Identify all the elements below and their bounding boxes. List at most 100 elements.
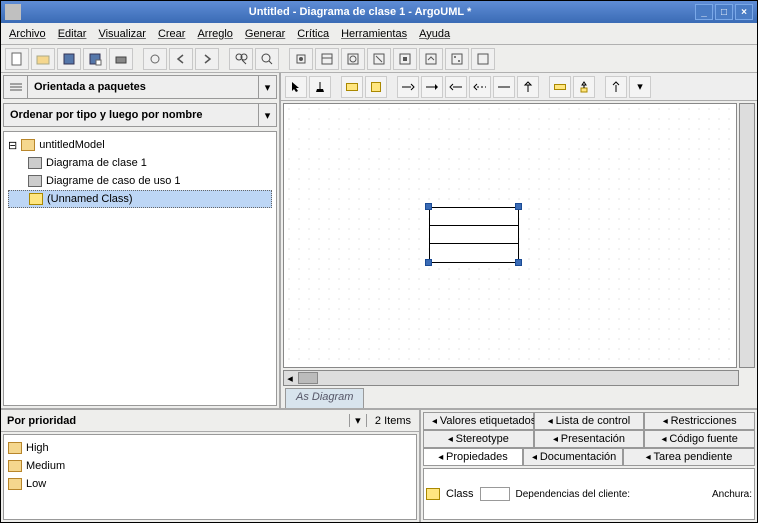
- tab-restricciones[interactable]: ◂ Restricciones: [644, 412, 755, 430]
- assoc5-tool[interactable]: [493, 76, 515, 98]
- resize-handle-sw[interactable]: [425, 259, 432, 266]
- model-tree[interactable]: ⊟ untitledModel Diagrama de clase 1 Diag…: [3, 131, 277, 406]
- menu-critica[interactable]: Crítica: [297, 28, 329, 40]
- diagram-btn-2[interactable]: [315, 48, 339, 70]
- usecase-diagram-icon: [28, 175, 42, 187]
- sort-combo[interactable]: Ordenar por tipo y luego por nombre ▾: [3, 103, 277, 127]
- diagram-btn-4[interactable]: [367, 48, 391, 70]
- prop-input[interactable]: [480, 487, 510, 501]
- menu-visualizar[interactable]: Visualizar: [98, 28, 146, 40]
- explorer-panel: Orientada a paquetes ▾ Ordenar por tipo …: [1, 73, 281, 408]
- dropdown-tool[interactable]: ▾: [629, 76, 651, 98]
- open-button[interactable]: [31, 48, 55, 70]
- priority-list[interactable]: High Medium Low: [3, 434, 417, 520]
- class-tool[interactable]: [365, 76, 387, 98]
- menu-generar[interactable]: Generar: [245, 28, 285, 40]
- priority-dropdown[interactable]: ▾: [349, 414, 367, 427]
- diagram-canvas[interactable]: [283, 103, 737, 368]
- sort-label: Ordenar por tipo y luego por nombre: [4, 109, 258, 121]
- maximize-button[interactable]: □: [715, 4, 733, 20]
- folder-icon: [8, 460, 22, 472]
- broom-tool[interactable]: [309, 76, 331, 98]
- assoc2-tool[interactable]: [421, 76, 443, 98]
- uml-class-element[interactable]: [429, 207, 519, 263]
- new-button[interactable]: [5, 48, 29, 70]
- diagram-btn-3[interactable]: [341, 48, 365, 70]
- folder-icon: [8, 442, 22, 454]
- titlebar: Untitled - Diagrama de clase 1 - ArgoUML…: [1, 1, 757, 23]
- app-icon: [5, 4, 21, 20]
- resize-handle-nw[interactable]: [425, 203, 432, 210]
- more-tool[interactable]: [605, 76, 627, 98]
- tab-propiedades[interactable]: ◂ Propiedades: [423, 448, 523, 466]
- perspective-combo[interactable]: Orientada a paquetes ▾: [3, 75, 277, 99]
- diagram-btn-7[interactable]: [445, 48, 469, 70]
- resize-handle-se[interactable]: [515, 259, 522, 266]
- menu-crear[interactable]: Crear: [158, 28, 186, 40]
- properties-panel: ◂ Valores etiquetados ◂ Lista de control…: [421, 410, 757, 522]
- property-tabs: ◂ Valores etiquetados ◂ Lista de control…: [421, 410, 757, 468]
- menu-arreglo[interactable]: Arreglo: [197, 28, 232, 40]
- minimize-button[interactable]: _: [695, 4, 713, 20]
- perspective-icon: [4, 76, 28, 98]
- assoc3-tool[interactable]: [445, 76, 467, 98]
- realize-tool[interactable]: [573, 76, 595, 98]
- tree-item-usecase[interactable]: Diagrame de caso de uso 1: [46, 175, 181, 187]
- menu-herramientas[interactable]: Herramientas: [341, 28, 407, 40]
- close-button[interactable]: ×: [735, 4, 753, 20]
- menu-archivo[interactable]: Archivo: [9, 28, 46, 40]
- back-button[interactable]: [169, 48, 193, 70]
- gen-tool[interactable]: [517, 76, 539, 98]
- tab-documentacion[interactable]: ◂ Documentación: [523, 448, 623, 466]
- class-icon: [29, 193, 43, 205]
- class-diagram-icon: [28, 157, 42, 169]
- sort-dropdown[interactable]: ▾: [258, 104, 276, 126]
- interface-tool[interactable]: [549, 76, 571, 98]
- diagram-btn-8[interactable]: [471, 48, 495, 70]
- resize-handle-ne[interactable]: [515, 203, 522, 210]
- assoc-tool[interactable]: [397, 76, 419, 98]
- nav-button-1[interactable]: [143, 48, 167, 70]
- menu-ayuda[interactable]: Ayuda: [419, 28, 450, 40]
- priority-count: 2 Items: [367, 415, 419, 427]
- forward-button[interactable]: [195, 48, 219, 70]
- priority-low[interactable]: Low: [26, 478, 46, 490]
- diagram-btn-5[interactable]: [393, 48, 417, 70]
- class-icon: [426, 488, 440, 500]
- zoom-button[interactable]: [255, 48, 279, 70]
- tab-valores[interactable]: ◂ Valores etiquetados: [423, 412, 534, 430]
- tree-item-class[interactable]: (Unnamed Class): [47, 193, 133, 205]
- diagram-btn-6[interactable]: [419, 48, 443, 70]
- priority-high[interactable]: High: [26, 442, 49, 454]
- main-toolbar: [1, 45, 757, 73]
- tree-root[interactable]: untitledModel: [39, 139, 104, 151]
- perspective-dropdown[interactable]: ▾: [258, 76, 276, 98]
- package-tool[interactable]: [341, 76, 363, 98]
- saveas-button[interactable]: [83, 48, 107, 70]
- prop-anchor: Anchura:: [712, 489, 752, 500]
- canvas-vscroll[interactable]: [739, 103, 755, 368]
- menubar: Archivo Editar Visualizar Crear Arreglo …: [1, 23, 757, 45]
- as-diagram-tab[interactable]: As Diagram: [285, 388, 364, 408]
- assoc4-tool[interactable]: [469, 76, 491, 98]
- prop-classname: Class: [446, 488, 474, 500]
- select-tool[interactable]: [285, 76, 307, 98]
- tree-toggle[interactable]: ⊟: [8, 139, 17, 152]
- tab-presentacion[interactable]: ◂ Presentación: [534, 430, 645, 448]
- todo-panel: Por prioridad ▾ 2 Items High Medium Low: [1, 410, 421, 522]
- perspective-label: Orientada a paquetes: [28, 81, 258, 93]
- tab-codigo[interactable]: ◂ Código fuente: [644, 430, 755, 448]
- print-button[interactable]: [109, 48, 133, 70]
- menu-editar[interactable]: Editar: [58, 28, 87, 40]
- canvas-hscroll[interactable]: ◂: [283, 370, 739, 386]
- tree-item-classdiag[interactable]: Diagrama de clase 1: [46, 157, 147, 169]
- find-button[interactable]: [229, 48, 253, 70]
- tab-lista[interactable]: ◂ Lista de control: [534, 412, 645, 430]
- priority-medium[interactable]: Medium: [26, 460, 65, 472]
- palette-toolbar: ▾: [281, 73, 757, 101]
- tab-tarea[interactable]: ◂ Tarea pendiente: [623, 448, 755, 466]
- tab-stereotype[interactable]: ◂ Stereotype: [423, 430, 534, 448]
- package-icon: [21, 139, 35, 151]
- diagram-btn-1[interactable]: [289, 48, 313, 70]
- save-button[interactable]: [57, 48, 81, 70]
